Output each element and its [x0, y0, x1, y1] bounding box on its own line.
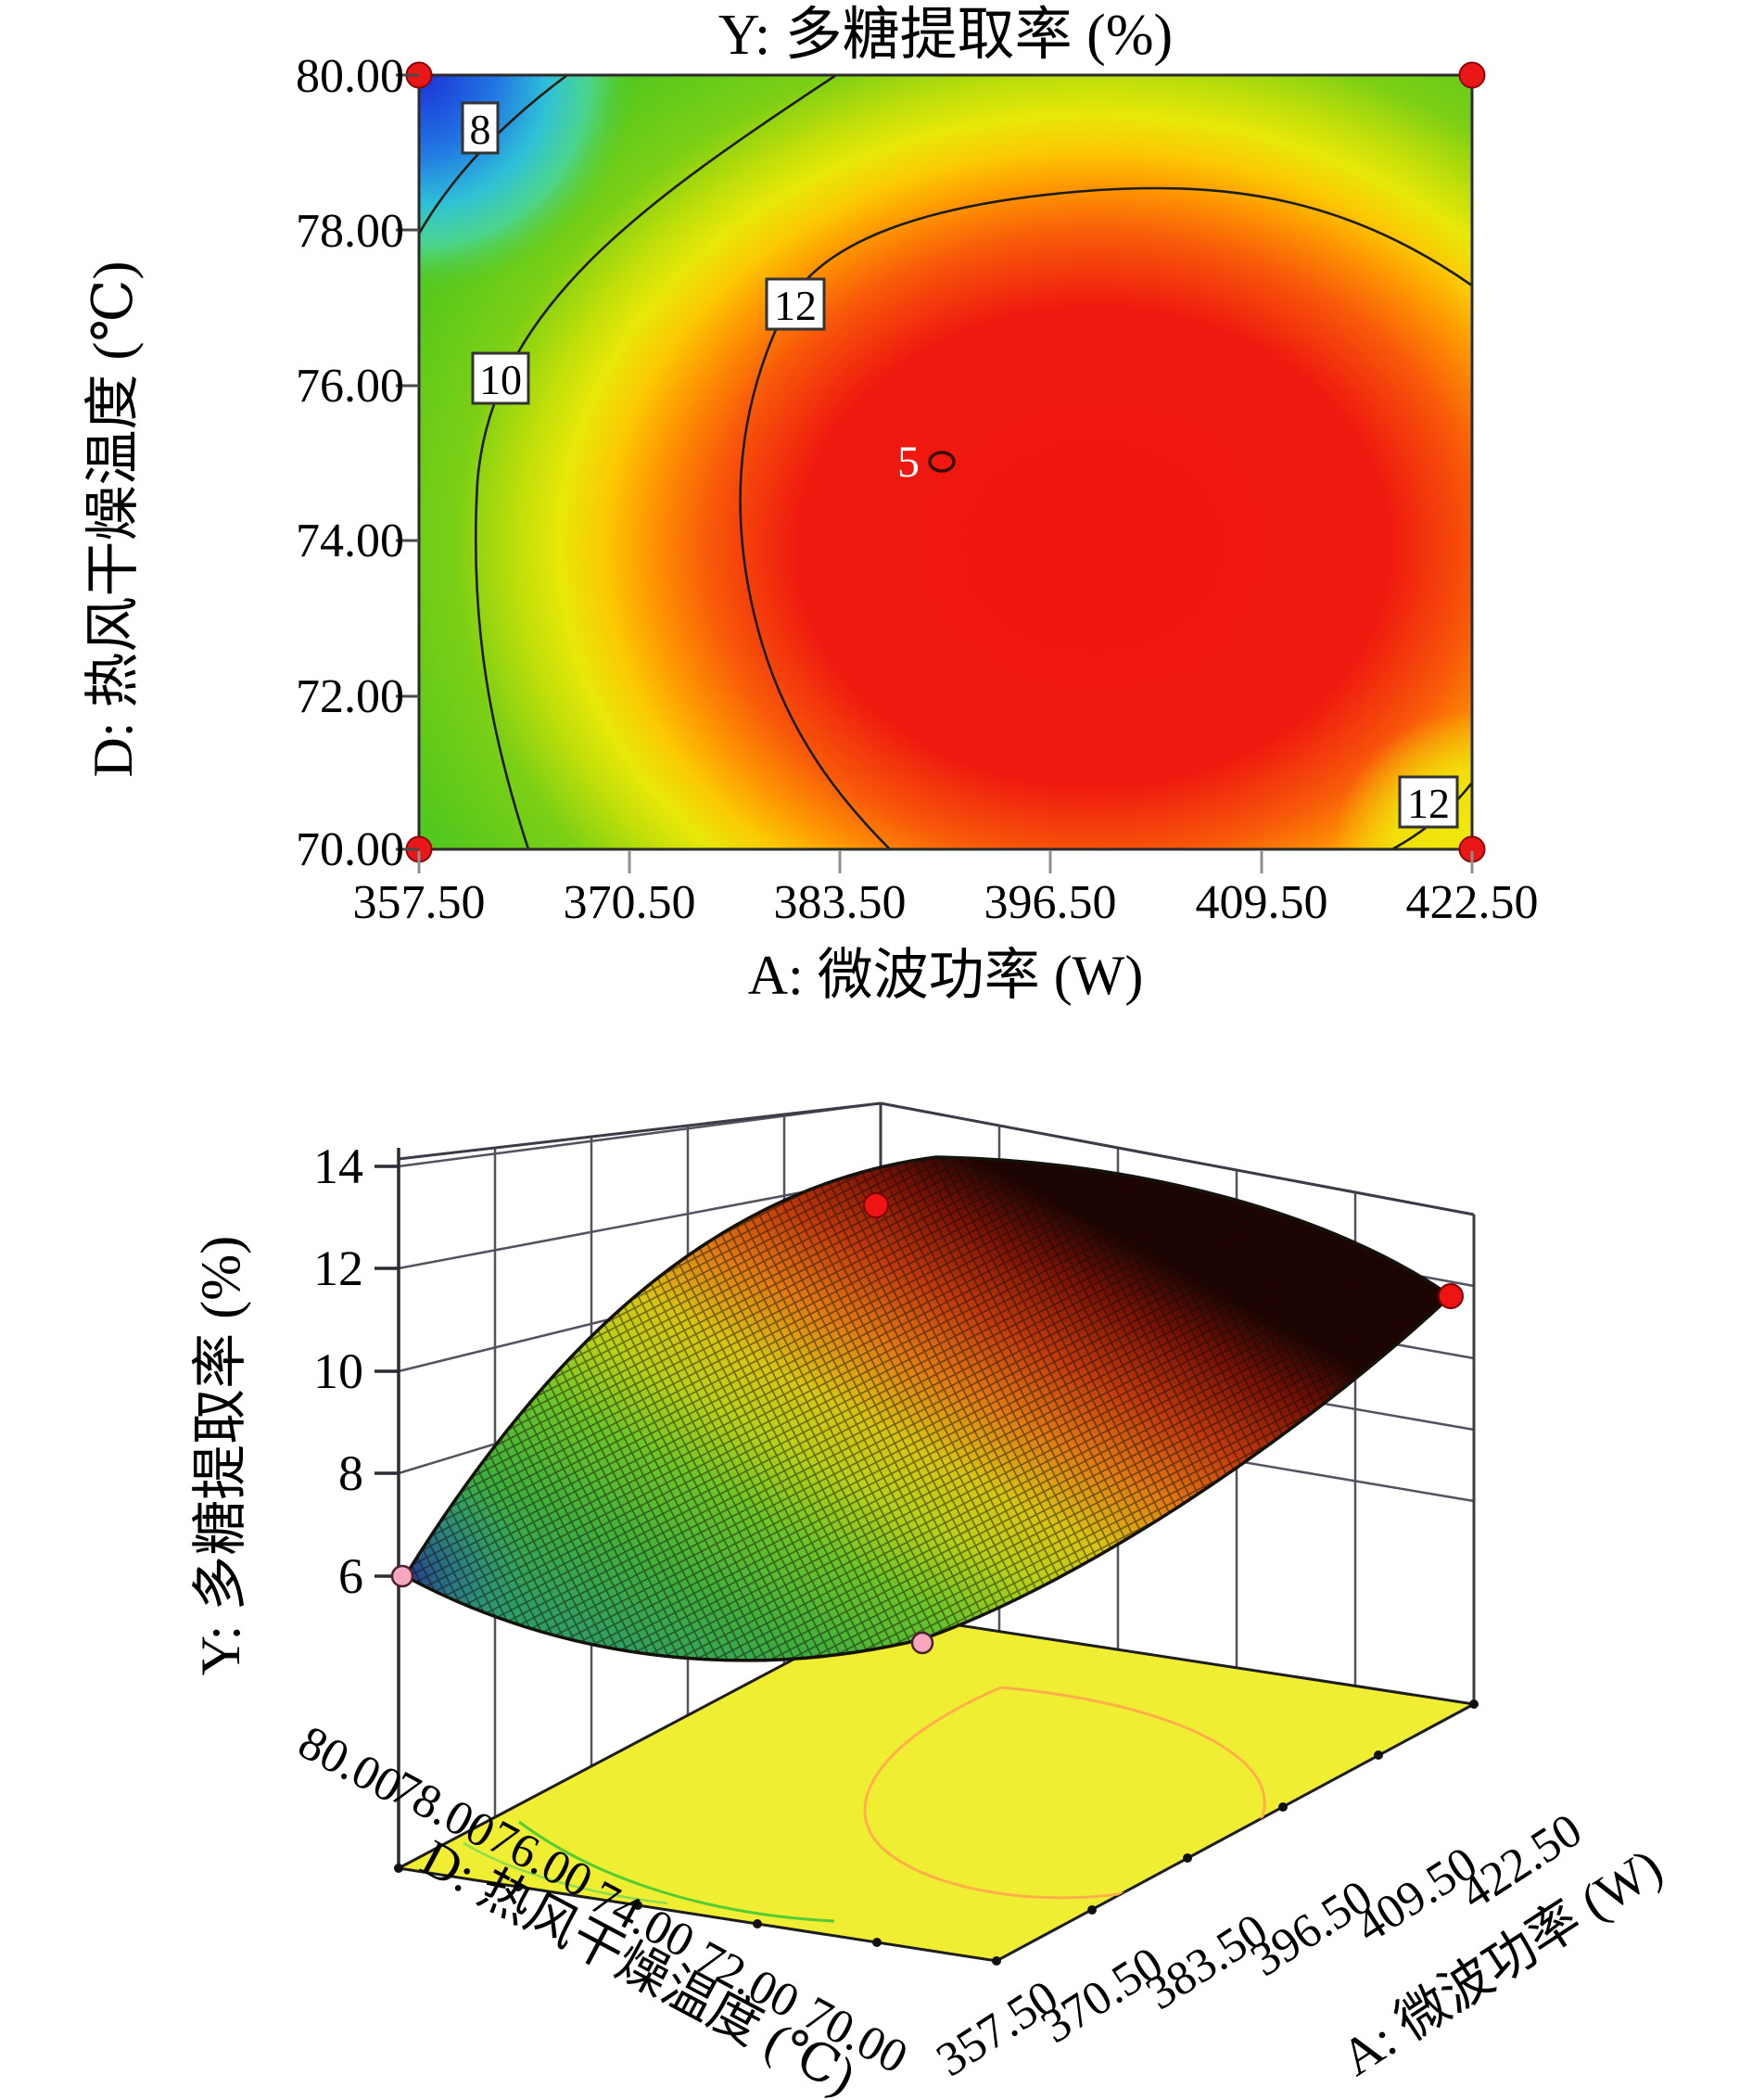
floor-dot — [1469, 1699, 1479, 1709]
z-axis: 14 12 10 8 6 Y: 多糖提取率 (%) — [190, 1139, 400, 1868]
x-tick-label: 357.50 — [353, 876, 486, 929]
y-tick-label: 72.00 — [296, 670, 404, 723]
floor-contour-green — [518, 1820, 835, 1923]
floor-dot — [872, 1938, 882, 1947]
floor-contour-green — [463, 1841, 668, 1905]
contour-label-12-lower-text: 12 — [1407, 780, 1450, 827]
z-tick-label: 10 — [313, 1343, 363, 1399]
x-tick-label: 370.50 — [564, 876, 696, 929]
x-tick-label: 396.50 — [984, 876, 1117, 929]
contour-line-10 — [474, 75, 837, 849]
contour-y-axis: 80.00 78.00 76.00 74.00 72.00 70.00 D: 热… — [83, 50, 419, 876]
contour-label-12-upper-box — [765, 277, 826, 331]
contour-label-10-text: 10 — [479, 356, 522, 403]
contour-title: Y: 多糖提取率 (%) — [718, 4, 1173, 67]
floor-dot — [753, 1919, 762, 1928]
floor-dot — [1087, 1905, 1097, 1915]
contour-label-8-box — [461, 101, 500, 155]
contour-x-axis: 357.50 370.50 383.50 396.50 409.50 422.5… — [353, 851, 1539, 1006]
floor-dot — [1278, 1802, 1288, 1812]
center-point-count-label: 5 — [897, 438, 920, 487]
corner-design-point — [1458, 61, 1486, 89]
surface-mesh-overlay — [402, 1155, 1454, 1662]
y-tick-label: 78.00 — [296, 205, 404, 258]
floor-dot — [1183, 1853, 1192, 1863]
contour-plot-border — [417, 73, 1474, 851]
x-tick-label: 422.50 — [1406, 876, 1539, 929]
z-axis-title: Y: 多糖提取率 (%) — [190, 1236, 251, 1675]
floor-plane — [394, 1611, 1479, 1966]
floor-dot — [394, 1864, 403, 1873]
design-point-red — [1438, 1283, 1464, 1309]
wall-edge — [398, 1101, 882, 1161]
floor-dot — [1374, 1750, 1383, 1760]
z-tick-label: 8 — [338, 1445, 363, 1501]
floor-dot — [992, 1956, 1001, 1966]
floor-dot — [633, 1901, 642, 1910]
x-tick-label: 409.50 — [1196, 876, 1328, 929]
contour-label-12-lower: 12 — [1398, 775, 1459, 829]
contour-label-12-upper-text: 12 — [774, 282, 817, 329]
contour-plot: Y: 多糖提取率 (%) 8 10 12 12 — [83, 4, 1539, 1006]
design-point-pink — [910, 1631, 934, 1655]
contour-label-8-text: 8 — [470, 106, 491, 153]
contour-label-12-upper: 12 — [765, 277, 826, 331]
x-tick-label: 383.50 — [774, 876, 907, 929]
y-tick-label: 74.00 — [296, 515, 404, 567]
contour-label-12-lower-box — [1398, 775, 1459, 829]
center-point-marker — [928, 451, 956, 473]
y-tick-label: 76.00 — [296, 360, 404, 413]
z-tick-label: 12 — [313, 1241, 363, 1296]
design-point-red — [863, 1192, 889, 1218]
z-tick-label: 14 — [313, 1139, 363, 1194]
z-tick-label: 6 — [338, 1548, 363, 1604]
y-tick-label: 80.00 — [296, 50, 404, 103]
contour-y-axis-title: D: 热风干燥温度 (℃) — [83, 261, 144, 777]
contour-heat-field — [419, 75, 1472, 849]
floor-tick-dots — [394, 1699, 1479, 1966]
wall-edge — [880, 1101, 1475, 1216]
response-surface — [402, 1155, 1454, 1662]
contour-label-10-box — [471, 351, 530, 405]
contour-x-axis-title: A: 微波功率 (W) — [748, 945, 1144, 1006]
y-tick-label: 70.00 — [296, 823, 404, 876]
contour-label-8: 8 — [461, 101, 500, 155]
surface-plot: 14 12 10 8 6 Y: 多糖提取率 (%) — [190, 1101, 1672, 2100]
floor-contour-orange — [863, 1686, 1266, 1900]
design-point-pink — [390, 1564, 414, 1588]
contour-label-10: 10 — [471, 351, 530, 405]
floor-dot — [514, 1882, 523, 1891]
heat-yellow-corner — [419, 75, 1472, 849]
